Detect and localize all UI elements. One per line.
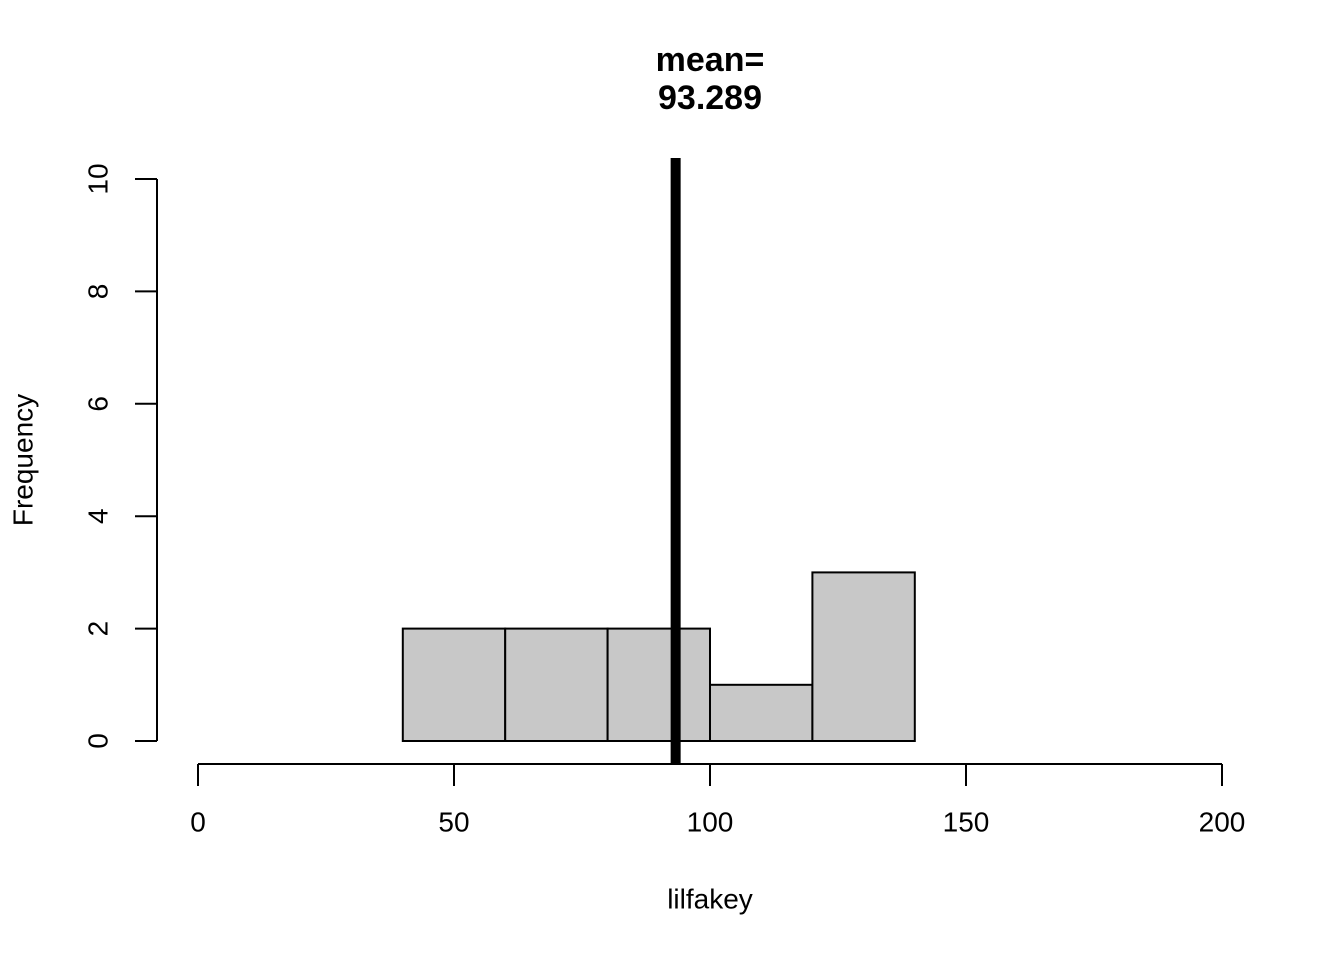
y-tick-label: 2 xyxy=(82,621,113,637)
y-axis-label: Frequency xyxy=(7,394,38,526)
bar xyxy=(504,627,609,742)
x-tick-label: 0 xyxy=(190,806,206,837)
x-tick-label: 50 xyxy=(438,806,469,837)
y-tick-label: 8 xyxy=(82,284,113,300)
x-tick-label: 150 xyxy=(943,806,990,837)
bar xyxy=(606,627,711,742)
bar xyxy=(811,571,916,743)
x-tick-label: 200 xyxy=(1199,806,1246,837)
x-axis-label: lilfakey xyxy=(667,883,753,914)
y-tick-label: 4 xyxy=(82,508,113,524)
chart-title: mean= xyxy=(656,41,765,79)
bar xyxy=(709,683,814,742)
y-tick-label: 0 xyxy=(82,733,113,749)
x-tick-label: 100 xyxy=(687,806,734,837)
y-tick-label: 6 xyxy=(82,396,113,412)
y-tick-label: 10 xyxy=(82,163,113,194)
mean-value: 93.289 xyxy=(658,79,762,117)
bar xyxy=(401,627,507,742)
